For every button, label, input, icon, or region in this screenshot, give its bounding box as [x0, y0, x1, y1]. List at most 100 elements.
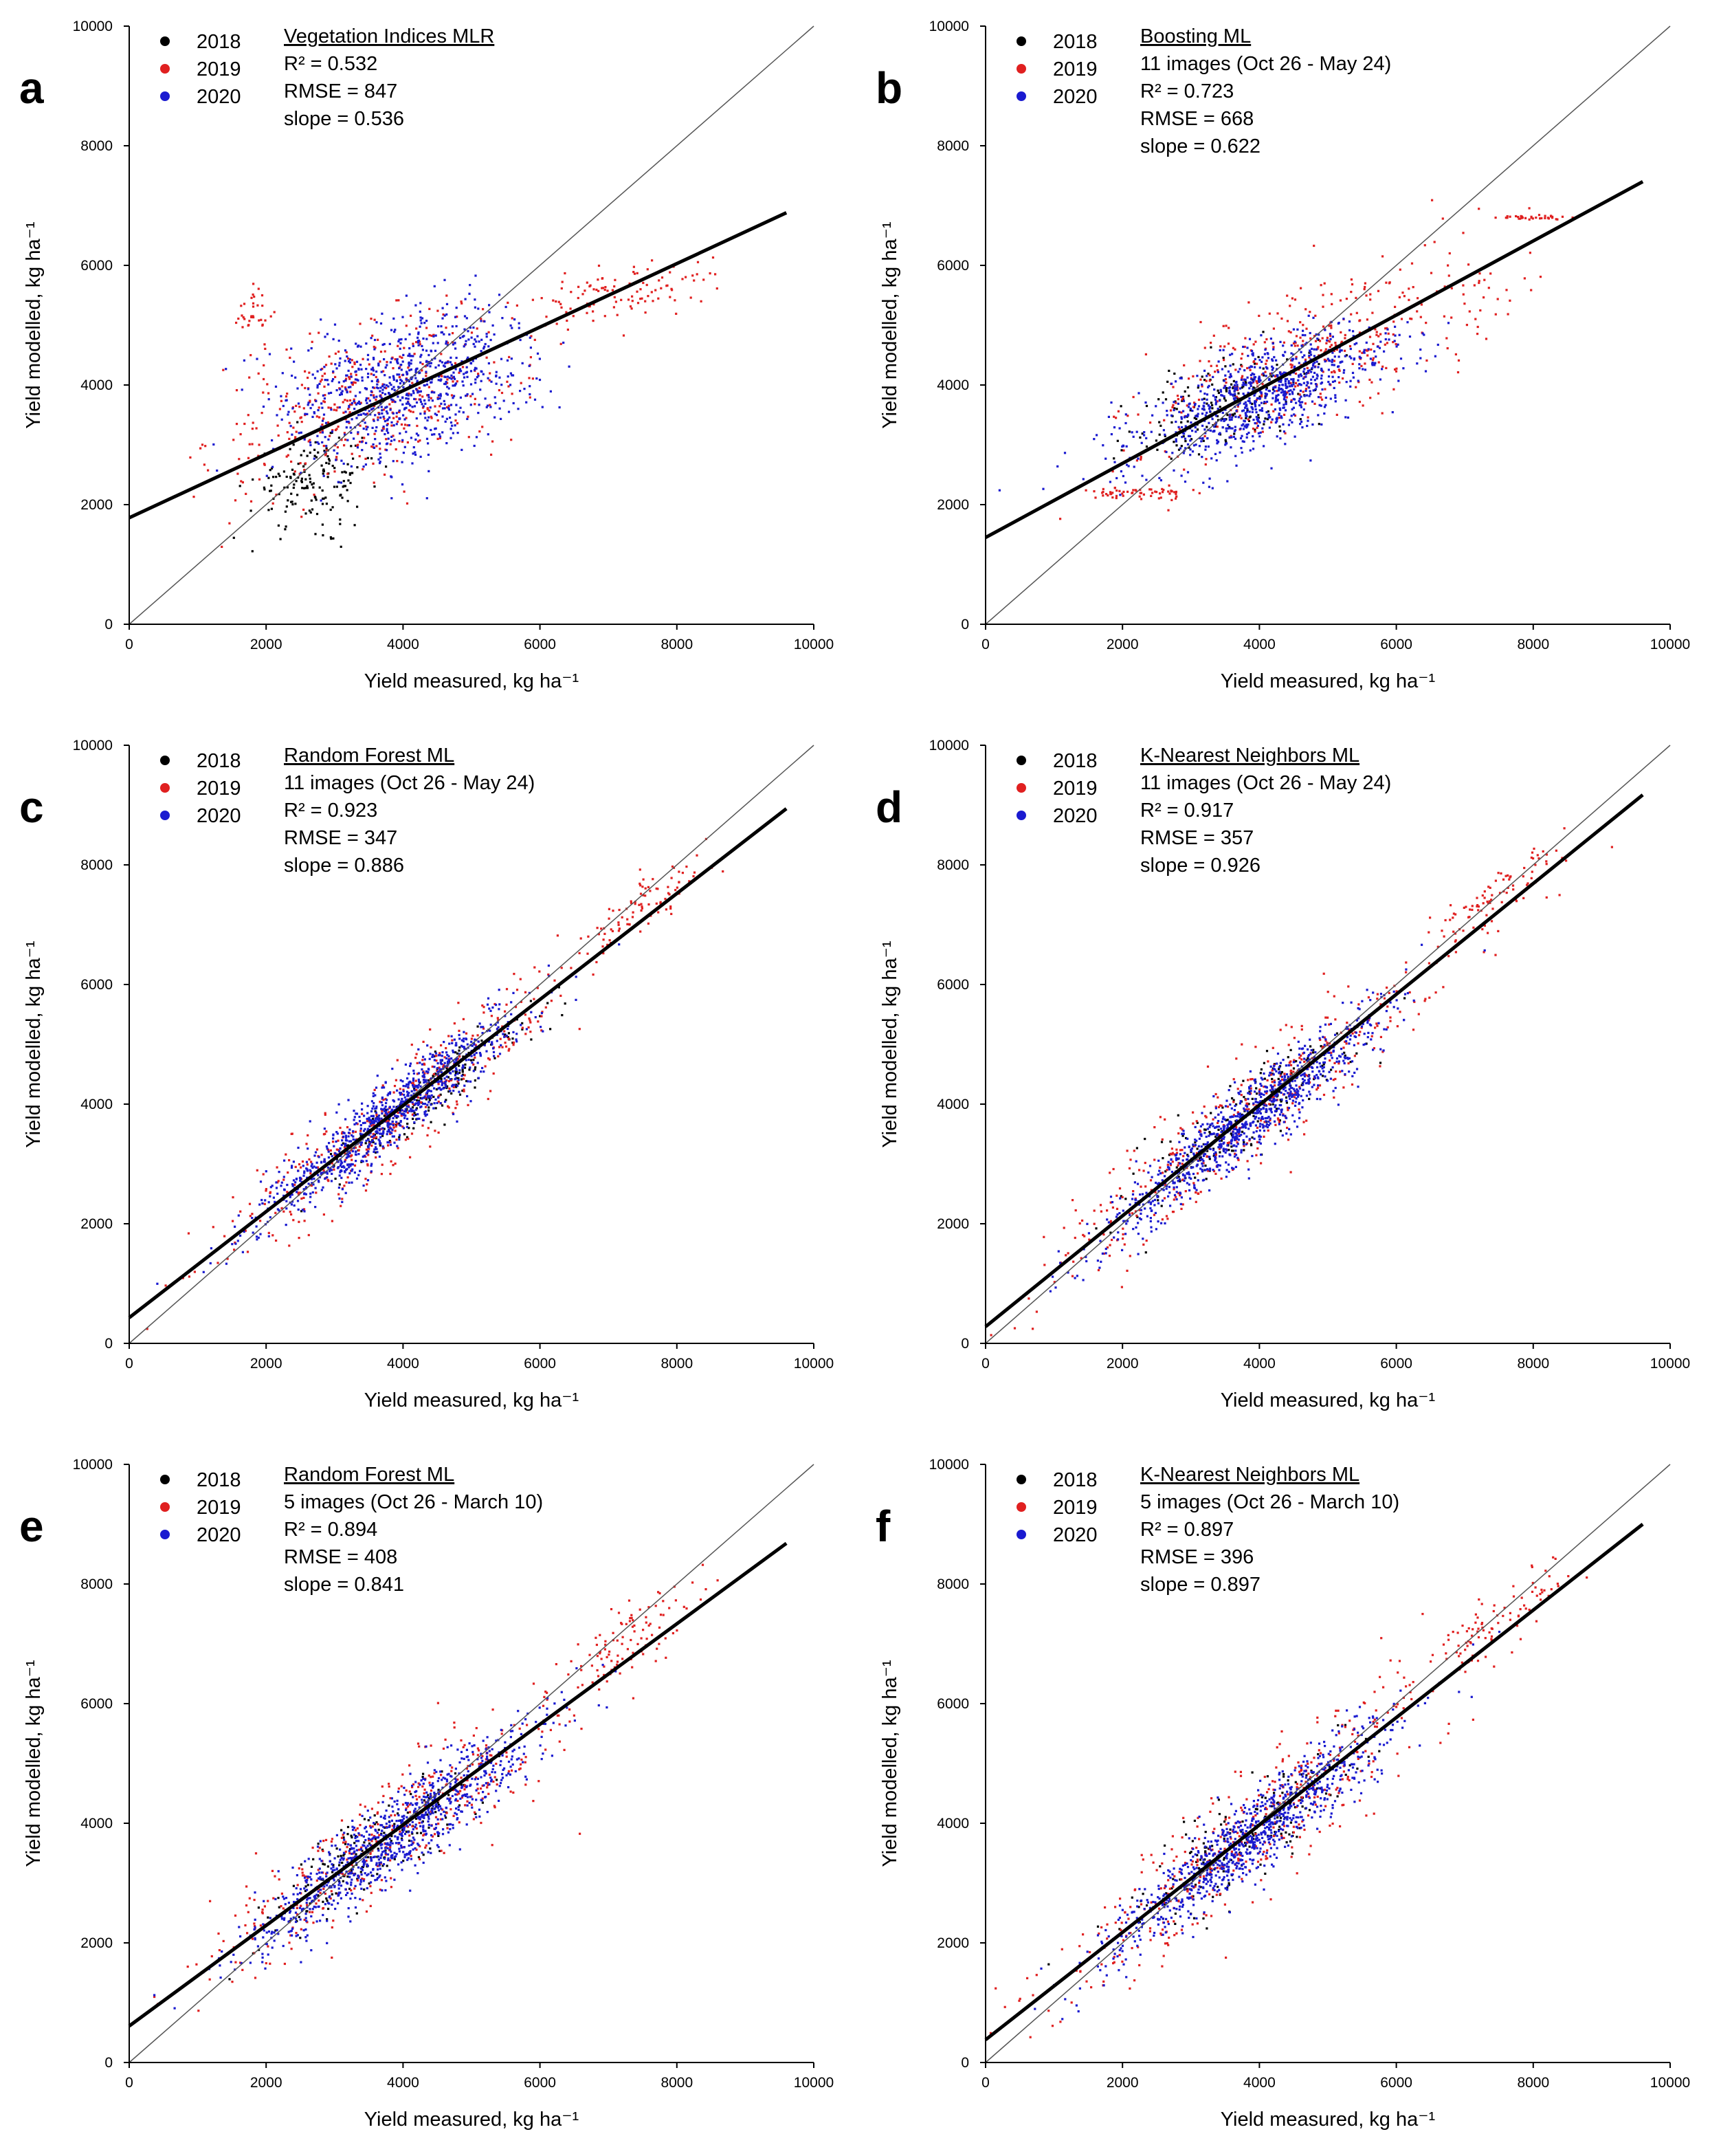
data-point-2020 [1340, 360, 1342, 364]
data-point-2020 [1143, 431, 1146, 434]
data-point-2020 [511, 327, 513, 329]
data-point-2020 [423, 1112, 426, 1115]
data-point-2020 [1229, 364, 1232, 367]
data-point-2020 [447, 360, 449, 363]
data-point-2020 [510, 1013, 513, 1015]
data-point-2019 [368, 1121, 371, 1123]
data-point-2020 [392, 317, 395, 320]
data-point-2020 [267, 1201, 270, 1204]
data-point-2020 [385, 1101, 388, 1105]
data-point-2019 [506, 380, 509, 383]
data-point-2020 [1267, 416, 1270, 419]
data-point-2020 [378, 462, 381, 465]
data-point-2020 [467, 1080, 469, 1083]
data-point-2020 [313, 1154, 316, 1157]
data-point-2020 [407, 354, 410, 357]
data-point-2020 [340, 459, 343, 462]
data-point-2019 [412, 1103, 414, 1106]
data-point-2020 [1252, 408, 1254, 410]
data-point-2018 [315, 456, 318, 459]
data-point-2019 [263, 1202, 266, 1205]
data-point-2020 [360, 1141, 364, 1144]
data-point-2020 [446, 1054, 449, 1057]
data-point-2020 [1180, 416, 1183, 419]
data-point-2020 [387, 385, 390, 388]
data-point-2020 [431, 1055, 434, 1058]
data-point-2019 [425, 327, 428, 329]
data-point-2019 [1304, 388, 1307, 390]
data-point-2019 [1228, 327, 1230, 329]
data-point-2019 [1523, 277, 1526, 280]
data-point-2020 [399, 1124, 402, 1127]
data-point-2020 [447, 408, 450, 411]
data-point-2019 [372, 1132, 375, 1136]
data-point-2018 [1320, 1045, 1322, 1048]
data-point-2020 [401, 1080, 404, 1083]
data-point-2020 [1279, 408, 1282, 411]
data-point-2019 [146, 1328, 148, 1330]
data-point-2019 [328, 355, 331, 358]
data-point-2020 [476, 335, 479, 338]
data-point-2018 [1280, 1070, 1283, 1074]
data-point-2020 [255, 1225, 258, 1228]
data-point-2019 [678, 881, 680, 883]
data-point-2019 [1272, 346, 1275, 349]
data-point-2020 [403, 418, 406, 421]
data-point-2019 [381, 427, 384, 430]
data-point-2019 [484, 1065, 487, 1068]
data-point-2020 [1291, 358, 1293, 360]
data-point-2020 [485, 333, 488, 336]
data-point-2018 [474, 1066, 477, 1069]
data-point-2020 [340, 1143, 343, 1147]
data-point-2020 [327, 392, 331, 395]
data-point-2020 [1271, 365, 1274, 368]
data-point-2020 [1243, 440, 1245, 443]
data-point-2020 [338, 406, 341, 409]
data-point-2020 [386, 1141, 389, 1144]
data-point-2020 [1253, 376, 1256, 379]
data-point-2020 [373, 373, 375, 376]
data-point-2019 [545, 316, 548, 318]
data-point-2019 [1473, 284, 1476, 287]
data-point-2020 [443, 365, 446, 368]
data-point-2020 [440, 1079, 443, 1083]
data-point-2019 [1219, 345, 1222, 348]
data-point-2020 [1234, 397, 1237, 399]
y-tick-label: 8000 [80, 138, 113, 154]
data-point-2019 [1234, 368, 1237, 371]
data-point-2020 [421, 1071, 425, 1074]
data-point-2019 [1117, 410, 1120, 412]
data-point-2020 [318, 382, 321, 385]
data-point-2019 [490, 1015, 493, 1018]
data-point-2020 [466, 1043, 469, 1046]
data-point-2020 [1222, 349, 1225, 351]
data-point-2019 [1300, 287, 1302, 289]
data-point-2020 [326, 1176, 329, 1179]
data-point-2019 [474, 397, 476, 400]
data-point-2019 [407, 366, 410, 369]
data-point-2019 [233, 1248, 236, 1251]
data-point-2020 [1211, 487, 1214, 490]
data-point-2019 [267, 392, 270, 395]
data-point-2019 [1173, 491, 1176, 494]
panel-subtitle: 11 images (Oct 26 - May 24) [284, 772, 535, 794]
data-point-2018 [1229, 1085, 1232, 1088]
data-point-2020 [1293, 366, 1296, 369]
data-point-2019 [435, 1055, 438, 1057]
data-point-2018 [1109, 1231, 1112, 1234]
data-point-2020 [1320, 404, 1322, 407]
data-point-2019 [560, 287, 563, 290]
data-point-2019 [1377, 335, 1380, 338]
data-point-2020 [290, 1203, 293, 1206]
data-point-2020 [1231, 353, 1234, 355]
data-point-2020 [441, 431, 444, 434]
data-point-2019 [467, 415, 469, 418]
data-point-2019 [401, 1093, 403, 1096]
data-point-2020 [381, 388, 384, 391]
data-point-2018 [1196, 1147, 1199, 1150]
data-point-2019 [345, 351, 348, 353]
data-point-2020 [503, 1035, 506, 1038]
data-point-2020 [1239, 387, 1241, 390]
data-point-2018 [1312, 1048, 1315, 1051]
data-point-2020 [430, 381, 433, 384]
